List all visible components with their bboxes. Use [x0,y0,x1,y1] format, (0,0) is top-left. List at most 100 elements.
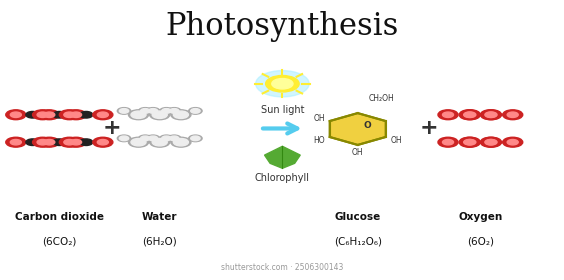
Circle shape [465,139,476,145]
Text: (6CO₂): (6CO₂) [42,237,77,247]
Text: OH: OH [313,113,325,123]
Circle shape [459,137,479,147]
Circle shape [120,109,129,113]
Circle shape [160,135,173,142]
Circle shape [170,136,179,141]
Circle shape [189,108,202,114]
Circle shape [66,137,86,147]
Circle shape [168,108,181,114]
Circle shape [33,110,52,120]
Circle shape [39,137,59,147]
Circle shape [129,110,148,120]
Circle shape [140,109,150,113]
Circle shape [507,112,518,118]
Circle shape [146,135,160,142]
Circle shape [162,136,171,141]
Circle shape [6,137,26,147]
Circle shape [148,109,158,113]
Circle shape [191,136,200,141]
Circle shape [443,139,453,145]
Circle shape [6,110,26,120]
Circle shape [70,139,82,145]
Circle shape [10,112,21,118]
Circle shape [486,112,497,118]
Circle shape [481,110,500,120]
Circle shape [255,71,309,97]
Circle shape [98,139,108,145]
Circle shape [149,110,170,120]
Circle shape [459,110,479,120]
Circle shape [149,137,170,147]
Polygon shape [265,146,300,168]
Circle shape [98,112,108,118]
Polygon shape [330,113,386,145]
Circle shape [59,110,80,120]
Circle shape [465,112,476,118]
Circle shape [507,139,518,145]
Circle shape [152,111,168,118]
Circle shape [140,136,150,141]
Circle shape [464,139,475,145]
Text: CH₂OH: CH₂OH [368,94,394,103]
Circle shape [173,111,188,118]
FancyArrowPatch shape [263,123,297,134]
Circle shape [80,111,93,118]
Circle shape [33,137,52,147]
Circle shape [139,108,152,114]
Circle shape [438,137,458,147]
Circle shape [170,109,179,113]
Circle shape [59,137,80,147]
Circle shape [460,137,481,147]
Circle shape [171,137,191,147]
Circle shape [117,135,131,142]
Circle shape [266,76,299,92]
Circle shape [503,110,523,120]
Circle shape [148,136,158,141]
Text: Chlorophyll: Chlorophyll [255,173,310,183]
Text: HO: HO [313,136,325,144]
Circle shape [438,110,458,120]
Text: Water: Water [142,212,178,222]
Circle shape [93,110,113,120]
Text: (6O₂): (6O₂) [467,237,494,247]
Circle shape [37,112,48,118]
Circle shape [64,112,75,118]
Circle shape [70,112,82,118]
Circle shape [191,109,200,113]
Text: Glucose: Glucose [334,212,381,222]
Circle shape [189,135,202,142]
Text: (6H₂O): (6H₂O) [142,237,177,247]
Circle shape [52,111,66,118]
Text: OH: OH [352,148,363,157]
Text: OH: OH [390,136,402,144]
Text: Carbon dioxide: Carbon dioxide [15,212,104,222]
Text: Sun light: Sun light [261,105,304,115]
Text: +: + [419,118,438,139]
Circle shape [486,139,497,145]
Circle shape [26,111,39,118]
Text: (C₆H₁₂O₆): (C₆H₁₂O₆) [334,237,382,247]
Circle shape [10,139,21,145]
Circle shape [26,139,39,146]
Text: Photosynthesis: Photosynthesis [166,11,399,42]
Circle shape [481,137,500,147]
Circle shape [482,110,501,120]
Circle shape [171,110,191,120]
Circle shape [460,110,481,120]
Circle shape [52,139,66,146]
Circle shape [152,139,168,146]
Text: O: O [364,121,372,130]
Circle shape [443,112,453,118]
Circle shape [146,108,160,114]
Circle shape [485,139,496,145]
Circle shape [44,139,55,145]
Circle shape [160,108,173,114]
Circle shape [503,137,523,147]
Circle shape [44,112,55,118]
Circle shape [485,112,496,118]
Text: shutterstock.com · 2506300143: shutterstock.com · 2506300143 [221,263,343,272]
Circle shape [464,112,475,118]
Circle shape [80,139,93,146]
Circle shape [66,110,86,120]
Circle shape [131,139,146,146]
